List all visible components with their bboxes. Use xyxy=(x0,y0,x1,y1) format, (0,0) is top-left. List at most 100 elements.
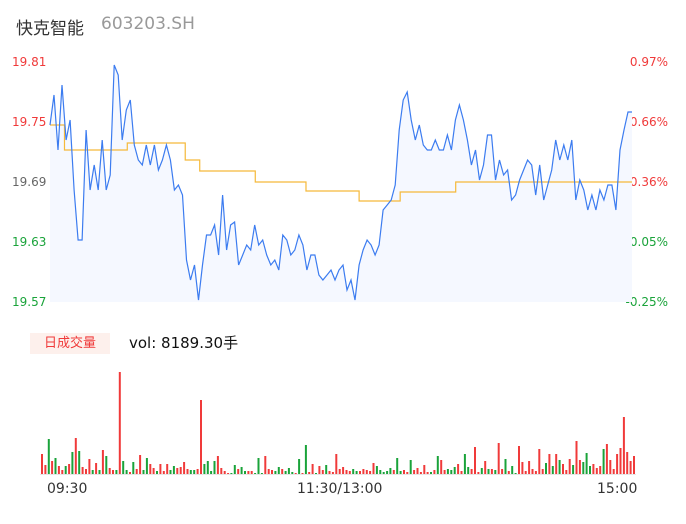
volume-bar xyxy=(521,462,524,474)
volume-bar xyxy=(409,460,412,474)
volume-bar xyxy=(443,470,446,474)
volume-bar xyxy=(159,464,162,474)
y-tick-left: 19.81 xyxy=(12,55,47,69)
y-tick-right: 0.36% xyxy=(629,175,668,189)
volume-bar xyxy=(406,472,409,474)
volume-bar xyxy=(125,470,128,474)
volume-bar xyxy=(149,464,152,474)
volume-bar xyxy=(511,466,514,474)
volume-bar xyxy=(474,447,476,474)
volume-bar xyxy=(193,470,196,474)
volume-bar xyxy=(609,460,612,474)
volume-bar xyxy=(321,470,324,474)
volume-bar xyxy=(534,471,537,474)
volume-bar xyxy=(88,459,91,474)
volume-bar xyxy=(213,461,216,474)
volume-bar xyxy=(345,470,348,474)
volume-bar xyxy=(78,451,81,474)
x-tick: 11:30/13:00 xyxy=(297,481,383,497)
volume-bar xyxy=(355,471,358,474)
volume-bar xyxy=(514,473,517,474)
volume-bar xyxy=(183,462,186,474)
volume-bar xyxy=(108,468,111,474)
volume-bar xyxy=(85,469,87,474)
volume-bar xyxy=(122,461,125,474)
volume-bar xyxy=(589,466,591,474)
volume-bar xyxy=(318,466,321,474)
volume-bar xyxy=(436,456,439,474)
volume-bar xyxy=(359,471,361,474)
volume-bar xyxy=(467,467,470,474)
volume-bar xyxy=(568,459,571,474)
average-price-line xyxy=(50,124,632,202)
volume-bar xyxy=(250,471,253,474)
volume-bar xyxy=(176,468,179,474)
volume-bar xyxy=(68,464,71,474)
volume-bar xyxy=(541,469,544,474)
volume-bar xyxy=(531,469,534,474)
volume-bar xyxy=(460,471,463,474)
volume-bar xyxy=(57,466,60,474)
volume-bar xyxy=(304,445,307,474)
volume-bar xyxy=(518,446,520,474)
volume-bar xyxy=(129,472,131,474)
y-tick-right: 0.97% xyxy=(629,55,668,69)
x-tick: 15:00 xyxy=(597,481,638,497)
volume-bar xyxy=(311,464,314,474)
volume-bar xyxy=(487,469,490,474)
volume-bar xyxy=(118,372,121,474)
volume-bar xyxy=(230,473,233,474)
volume-bar xyxy=(399,471,402,474)
volume-bar xyxy=(95,463,98,474)
y-tick-right: 0.05% xyxy=(629,235,668,249)
volume-bar xyxy=(271,470,273,474)
volume-bar xyxy=(152,468,155,474)
volume-bar xyxy=(298,459,301,474)
volume-bar xyxy=(562,464,564,474)
volume-bar xyxy=(112,470,114,474)
volume-bar xyxy=(463,454,466,474)
volume-bar xyxy=(369,471,372,474)
volume-bar xyxy=(592,464,595,474)
volume-bar xyxy=(440,460,443,474)
volume-bar xyxy=(267,469,270,474)
volume-bar xyxy=(419,472,422,474)
y-tick-left: 19.63 xyxy=(12,235,47,249)
volume-bar xyxy=(81,467,84,474)
volume-bar xyxy=(179,467,182,474)
volume-bar xyxy=(172,466,175,474)
volume-bar xyxy=(446,469,449,474)
volume-bar xyxy=(291,472,294,474)
volume-bar xyxy=(315,473,317,474)
volume-bar xyxy=(220,468,223,474)
volume-bar xyxy=(504,459,507,474)
volume-bar xyxy=(352,469,355,474)
volume-bar xyxy=(480,468,483,474)
volume-bar xyxy=(403,470,405,474)
volume-bar xyxy=(450,470,453,474)
volume-bar xyxy=(284,471,287,474)
volume-bar xyxy=(582,462,585,474)
volume-bar xyxy=(301,473,304,474)
volume-bar xyxy=(386,471,389,474)
volume-bar xyxy=(105,456,108,474)
volume-bar xyxy=(264,456,267,474)
volume-bar xyxy=(602,449,605,474)
volume-bar xyxy=(497,443,500,474)
volume-bar xyxy=(145,458,148,474)
volume-bar xyxy=(277,467,280,474)
volume-bar xyxy=(41,454,43,474)
volume-bar xyxy=(331,472,334,474)
volume-bar xyxy=(392,470,395,474)
volume-bar xyxy=(555,454,558,474)
volume-bar xyxy=(98,470,101,474)
volume-bar xyxy=(247,471,250,474)
volume-bar xyxy=(507,471,510,474)
volume-bar xyxy=(430,472,432,474)
volume-bar xyxy=(416,468,419,474)
y-tick-left: 19.69 xyxy=(12,175,47,189)
y-tick-right: -0.25% xyxy=(625,295,668,309)
volume-bar xyxy=(585,453,588,474)
volume-bar xyxy=(338,469,341,474)
